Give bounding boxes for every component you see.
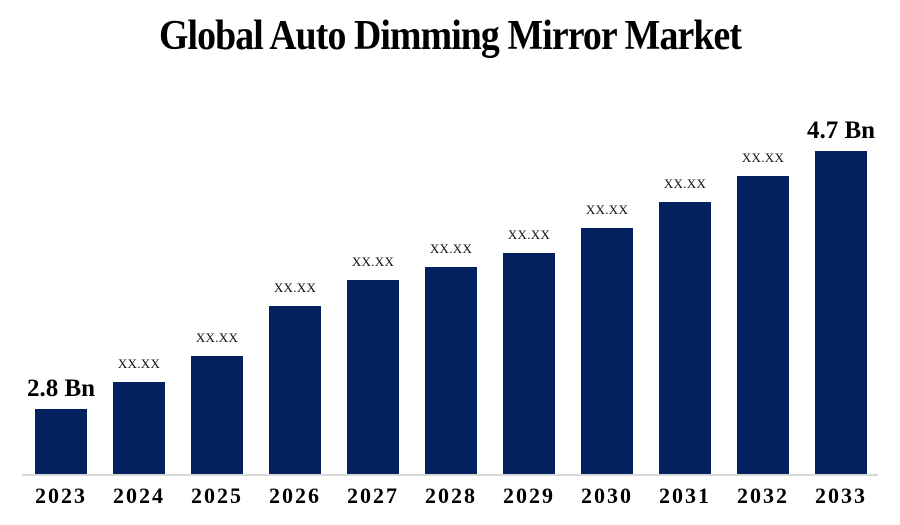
bar [425,267,477,474]
x-axis-tick-label: 2033 [815,483,867,508]
x-axis-tick-label: 2026 [269,483,321,508]
bar-group: XX.XX 2028 [412,0,490,525]
bar-group: XX.XX 2029 [490,0,568,525]
bar [503,253,555,474]
bar [269,306,321,474]
bar-value-label: XX.XX [585,202,629,217]
bar-value-label: XX.XX [117,356,161,371]
bar [113,382,165,474]
bar [581,228,633,474]
x-axis-tick-label: 2031 [659,483,711,508]
bar-group: XX.XX 2027 [334,0,412,525]
bar [737,176,789,474]
chart-title: Global Auto Dimming Mirror Market [158,13,742,59]
bar-group: XX.XX 2024 [100,0,178,525]
bar-group: 4.7 Bn 2033 [802,0,880,525]
bar [659,202,711,474]
x-axis-tick-label: 2032 [737,483,789,508]
bar-group: XX.XX 2026 [256,0,334,525]
bar-value-label: XX.XX [663,176,707,191]
bar-group: 2.8 Bn 2023 [22,0,100,525]
x-axis-tick-label: 2030 [581,483,633,508]
x-axis-tick-label: 2027 [347,483,399,508]
bar-group: XX.XX 2032 [724,0,802,525]
x-axis-tick-label: 2025 [191,483,243,508]
x-axis-tick-label: 2024 [113,483,165,508]
bar-group: XX.XX 2025 [178,0,256,525]
bar-group: XX.XX 2030 [568,0,646,525]
bar-group: XX.XX 2031 [646,0,724,525]
x-axis-tick-label: 2029 [503,483,555,508]
bar-value-label: XX.XX [195,330,239,345]
x-axis-tick-label: 2023 [35,483,87,508]
x-axis-tick-label: 2028 [425,483,477,508]
bar [191,356,243,474]
bar-value-label: XX.XX [741,150,785,165]
bar-value-label: XX.XX [351,254,395,269]
bar-value-label: XX.XX [429,241,473,256]
bar-value-label: 2.8 Bn [26,375,96,402]
bar-value-label: 4.7 Bn [806,117,876,144]
bar-value-label: XX.XX [273,280,317,295]
bar-value-label: XX.XX [507,227,551,242]
x-axis-line [22,474,878,476]
bar [347,280,399,474]
bar [815,151,867,474]
bar [35,409,87,474]
